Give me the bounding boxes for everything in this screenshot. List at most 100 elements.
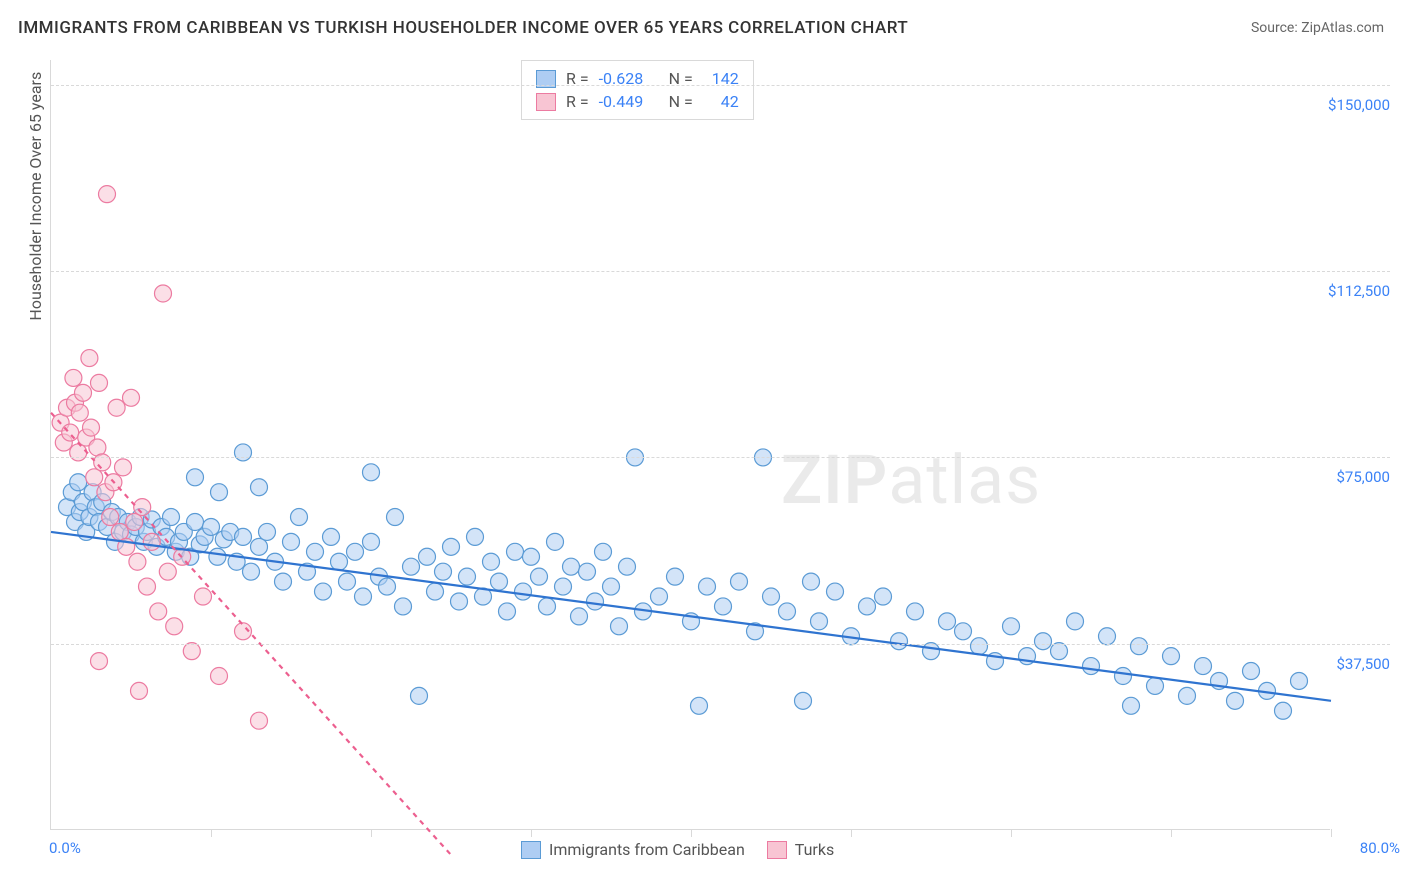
data-point <box>235 528 252 545</box>
data-point <box>211 484 228 501</box>
data-point <box>195 588 212 605</box>
x-tick <box>211 829 212 837</box>
data-point <box>315 583 332 600</box>
data-point <box>427 583 444 600</box>
data-point <box>209 548 226 565</box>
data-point <box>134 499 151 516</box>
gridline-h <box>51 457 1390 458</box>
data-point <box>563 558 580 575</box>
data-point <box>691 697 708 714</box>
data-point <box>1123 697 1140 714</box>
data-point <box>99 186 116 203</box>
data-point <box>123 389 140 406</box>
data-point <box>251 538 268 555</box>
data-point <box>183 643 200 660</box>
stats-row: R =-0.628 N =142 <box>536 67 739 90</box>
data-point <box>1067 613 1084 630</box>
legend-item: Immigrants from Caribbean <box>521 840 745 859</box>
data-point <box>363 464 380 481</box>
x-tick <box>1171 829 1172 837</box>
data-point <box>715 598 732 615</box>
data-point <box>102 509 119 526</box>
data-point <box>603 578 620 595</box>
data-point <box>907 603 924 620</box>
data-point <box>75 384 92 401</box>
data-point <box>91 653 108 670</box>
data-point <box>187 469 204 486</box>
stats-row: R =-0.449 N =42 <box>536 90 739 113</box>
data-point <box>211 668 228 685</box>
data-point <box>379 578 396 595</box>
y-axis-label: Householder Income Over 65 years <box>26 72 45 321</box>
legend-swatch <box>536 93 556 111</box>
data-point <box>699 578 716 595</box>
data-point <box>955 623 972 640</box>
data-point <box>251 479 268 496</box>
gridline-h <box>51 271 1390 272</box>
n-label: N = <box>665 92 693 111</box>
n-value: 42 <box>703 92 739 111</box>
r-value: -0.449 <box>599 92 655 111</box>
data-point <box>331 553 348 570</box>
data-point <box>129 553 146 570</box>
data-point <box>1147 677 1164 694</box>
data-point <box>467 528 484 545</box>
data-point <box>83 419 100 436</box>
data-point <box>795 692 812 709</box>
data-point <box>81 350 98 367</box>
data-point <box>163 509 180 526</box>
data-point <box>307 543 324 560</box>
data-point <box>387 509 404 526</box>
data-point <box>515 583 532 600</box>
data-point <box>547 533 564 550</box>
data-point <box>1227 692 1244 709</box>
x-tick <box>371 829 372 837</box>
data-point <box>1163 648 1180 665</box>
data-point <box>1051 643 1068 660</box>
x-tick <box>691 829 692 837</box>
data-point <box>523 548 540 565</box>
gridline-h <box>51 85 1390 86</box>
x-tick <box>1011 829 1012 837</box>
data-point <box>763 588 780 605</box>
data-point <box>395 598 412 615</box>
data-point <box>166 618 183 635</box>
data-point <box>65 369 82 386</box>
data-point <box>86 469 103 486</box>
x-axis-max-label: 80.0% <box>1360 839 1400 857</box>
legend-label: Immigrants from Caribbean <box>549 840 745 859</box>
y-tick-label: $75,000 <box>1310 468 1390 486</box>
data-point <box>159 563 176 580</box>
data-point <box>419 548 436 565</box>
stats-legend-box: R =-0.628 N =142R =-0.449 N =42 <box>521 60 754 120</box>
y-tick-label: $150,000 <box>1310 96 1390 114</box>
data-point <box>143 533 160 550</box>
data-point <box>1275 702 1292 719</box>
data-point <box>243 563 260 580</box>
data-point <box>155 285 172 302</box>
data-point <box>779 603 796 620</box>
y-tick-label: $37,500 <box>1310 655 1390 673</box>
data-point <box>259 523 276 540</box>
x-tick <box>531 829 532 837</box>
data-point <box>1003 618 1020 635</box>
data-point <box>1099 628 1116 645</box>
data-point <box>891 633 908 650</box>
source-attribution: Source: ZipAtlas.com <box>1251 20 1384 36</box>
chart-svg <box>51 60 1330 829</box>
data-point <box>411 687 428 704</box>
data-point <box>923 643 940 660</box>
x-tick <box>851 829 852 837</box>
data-point <box>667 568 684 585</box>
data-point <box>827 583 844 600</box>
series-legend: Immigrants from CaribbeanTurks <box>521 840 834 859</box>
data-point <box>507 543 524 560</box>
data-point <box>291 509 308 526</box>
trend-line <box>51 413 451 855</box>
data-point <box>443 538 460 555</box>
data-point <box>587 593 604 610</box>
data-point <box>483 553 500 570</box>
data-point <box>1243 663 1260 680</box>
data-point <box>347 543 364 560</box>
legend-swatch <box>767 841 787 859</box>
